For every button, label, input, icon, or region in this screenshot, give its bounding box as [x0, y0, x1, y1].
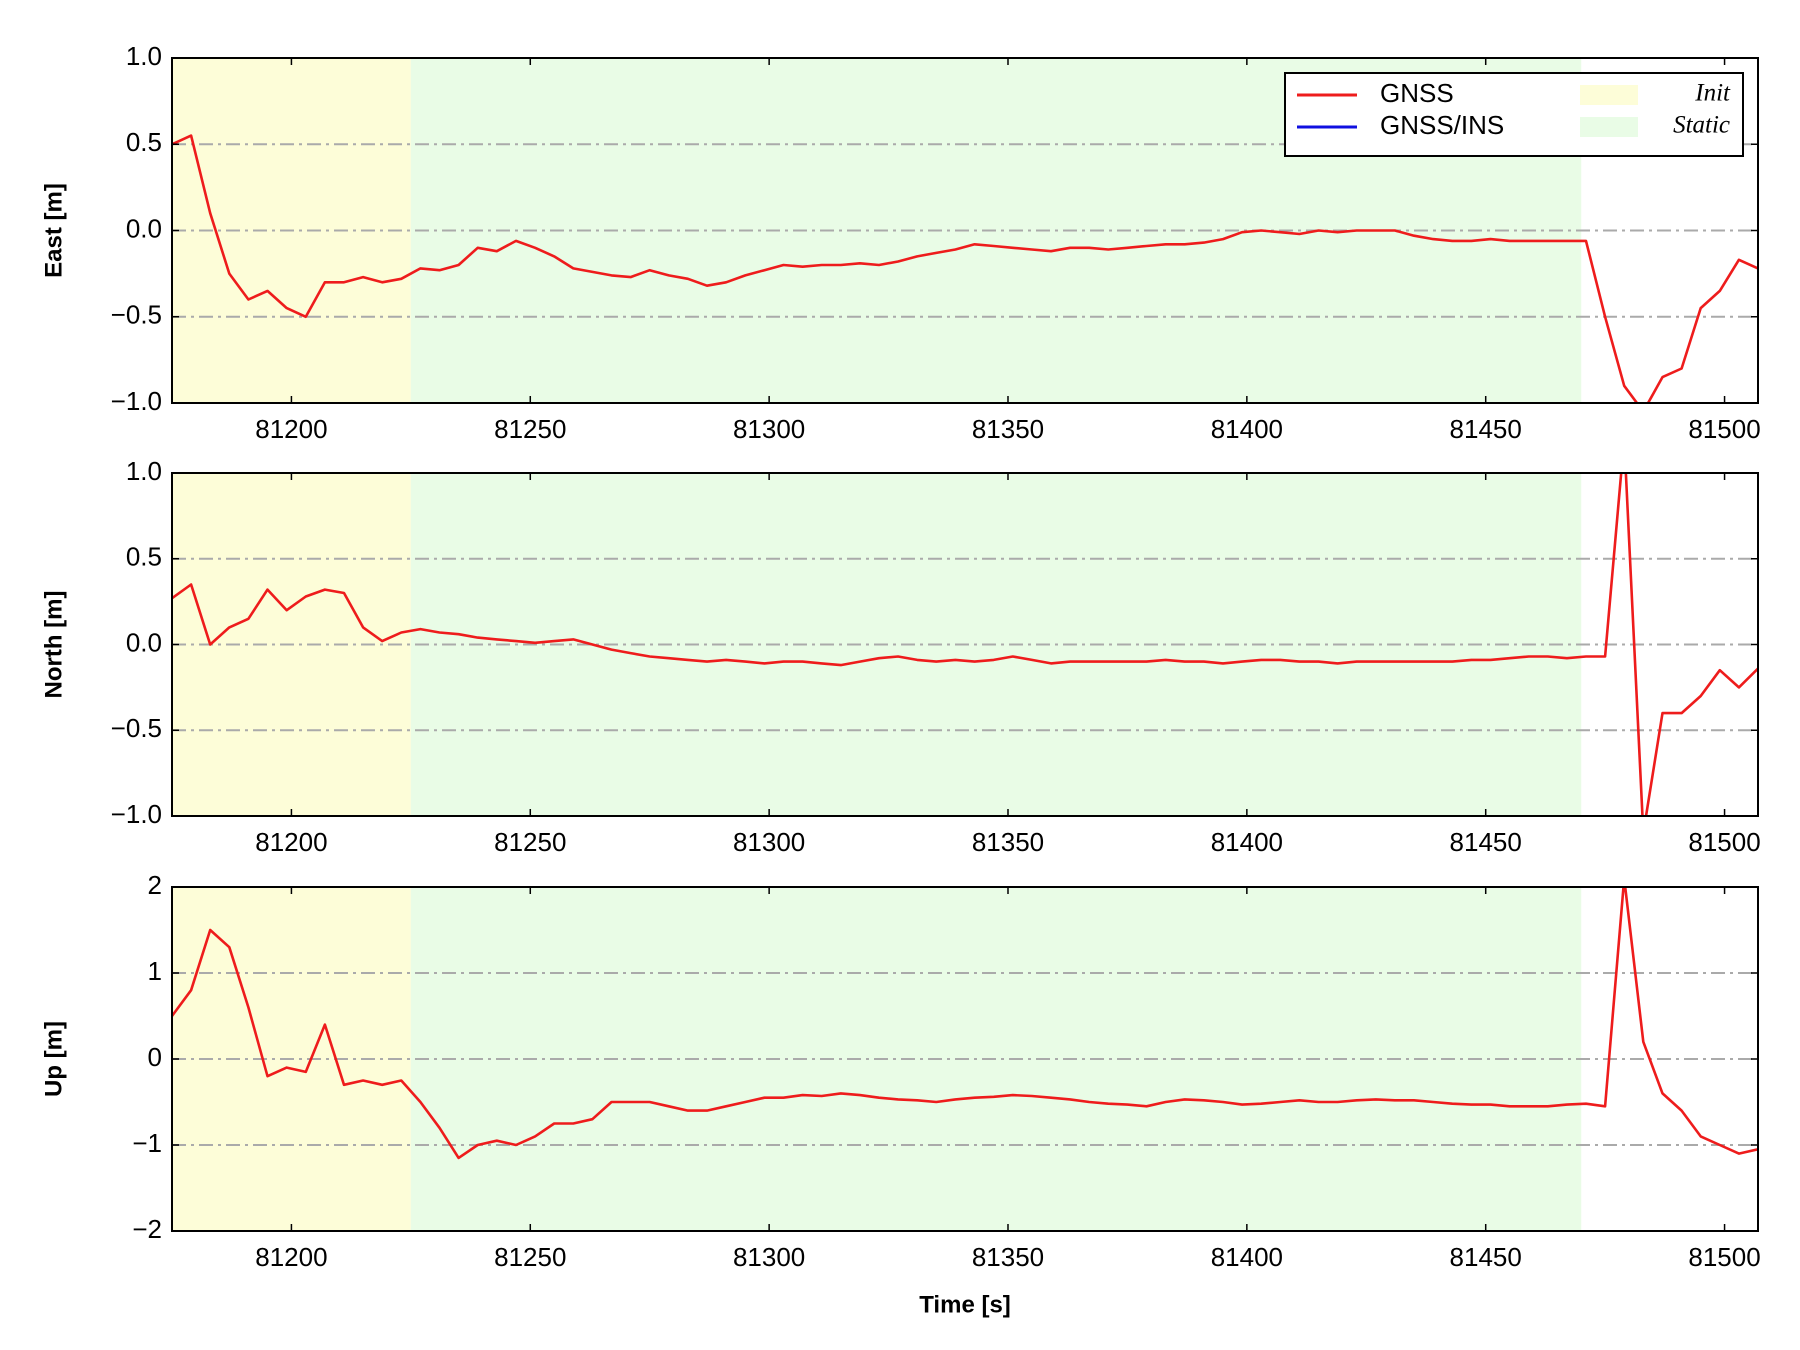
x-tick-label: 81400: [1211, 827, 1283, 857]
y-tick-label: 0: [148, 1042, 162, 1072]
y-tick-label: 0.0: [126, 627, 162, 657]
legend-swatch: [1580, 117, 1638, 137]
legend-box: [1284, 72, 1744, 157]
y-tick-label: −1.0: [111, 799, 162, 829]
y-tick-label: 1: [148, 956, 162, 986]
x-tick-label: 81200: [255, 1242, 327, 1272]
axes-frame: [171, 472, 1759, 817]
y-tick-label: 1.0: [126, 456, 162, 486]
y-tick-label: −2: [132, 1214, 162, 1244]
axes-frame: [171, 57, 1759, 404]
x-tick-label: 81450: [1450, 1242, 1522, 1272]
x-tick-label: 81300: [733, 1242, 805, 1272]
x-tick-label: 81450: [1450, 827, 1522, 857]
x-tick-label: 81400: [1211, 414, 1283, 444]
y-tick-label: 0.5: [126, 127, 162, 157]
y-tick-label: 1.0: [126, 41, 162, 71]
x-tick-label: 81400: [1211, 1242, 1283, 1272]
legend-label: Init: [1694, 80, 1731, 107]
y-tick-label: −0.5: [111, 300, 162, 330]
x-tick-label: 81300: [733, 414, 805, 444]
data-line: [172, 473, 1758, 816]
legend-label: GNSS: [1380, 78, 1454, 108]
data-line: [172, 887, 1758, 1160]
y-tick-label: 0.0: [126, 213, 162, 243]
legend-label: GNSS/INS: [1380, 110, 1504, 140]
panel: [172, 887, 1758, 1231]
y-tick-label: 2: [148, 870, 162, 900]
y-tick-label: −1.0: [111, 386, 162, 416]
x-tick-label: 81200: [255, 414, 327, 444]
x-tick-label: 81500: [1688, 827, 1760, 857]
x-tick-label: 81250: [494, 1242, 566, 1272]
x-axis-label: Time [s]: [919, 1291, 1011, 1318]
x-tick-label: 81250: [494, 827, 566, 857]
y-axis-label: East [m]: [40, 183, 67, 278]
x-tick-label: 81350: [972, 1242, 1044, 1272]
x-tick-label: 81500: [1688, 414, 1760, 444]
y-axis-label: Up [m]: [40, 1021, 67, 1097]
y-tick-label: −0.5: [111, 713, 162, 743]
y-tick-label: −1: [132, 1128, 162, 1158]
y-tick-label: 0.5: [126, 542, 162, 572]
legend-swatch: [1580, 85, 1638, 105]
x-tick-label: 81500: [1688, 1242, 1760, 1272]
x-tick-label: 81200: [255, 827, 327, 857]
x-tick-label: 81350: [972, 414, 1044, 444]
legend-label: Static: [1673, 112, 1730, 139]
x-tick-label: 81450: [1450, 414, 1522, 444]
axes-frame: [171, 886, 1759, 1232]
panel: [172, 473, 1758, 816]
x-tick-label: 81250: [494, 414, 566, 444]
data-line: [172, 134, 1758, 403]
y-axis-label: North [m]: [40, 591, 67, 699]
x-tick-label: 81300: [733, 827, 805, 857]
x-tick-label: 81350: [972, 827, 1044, 857]
